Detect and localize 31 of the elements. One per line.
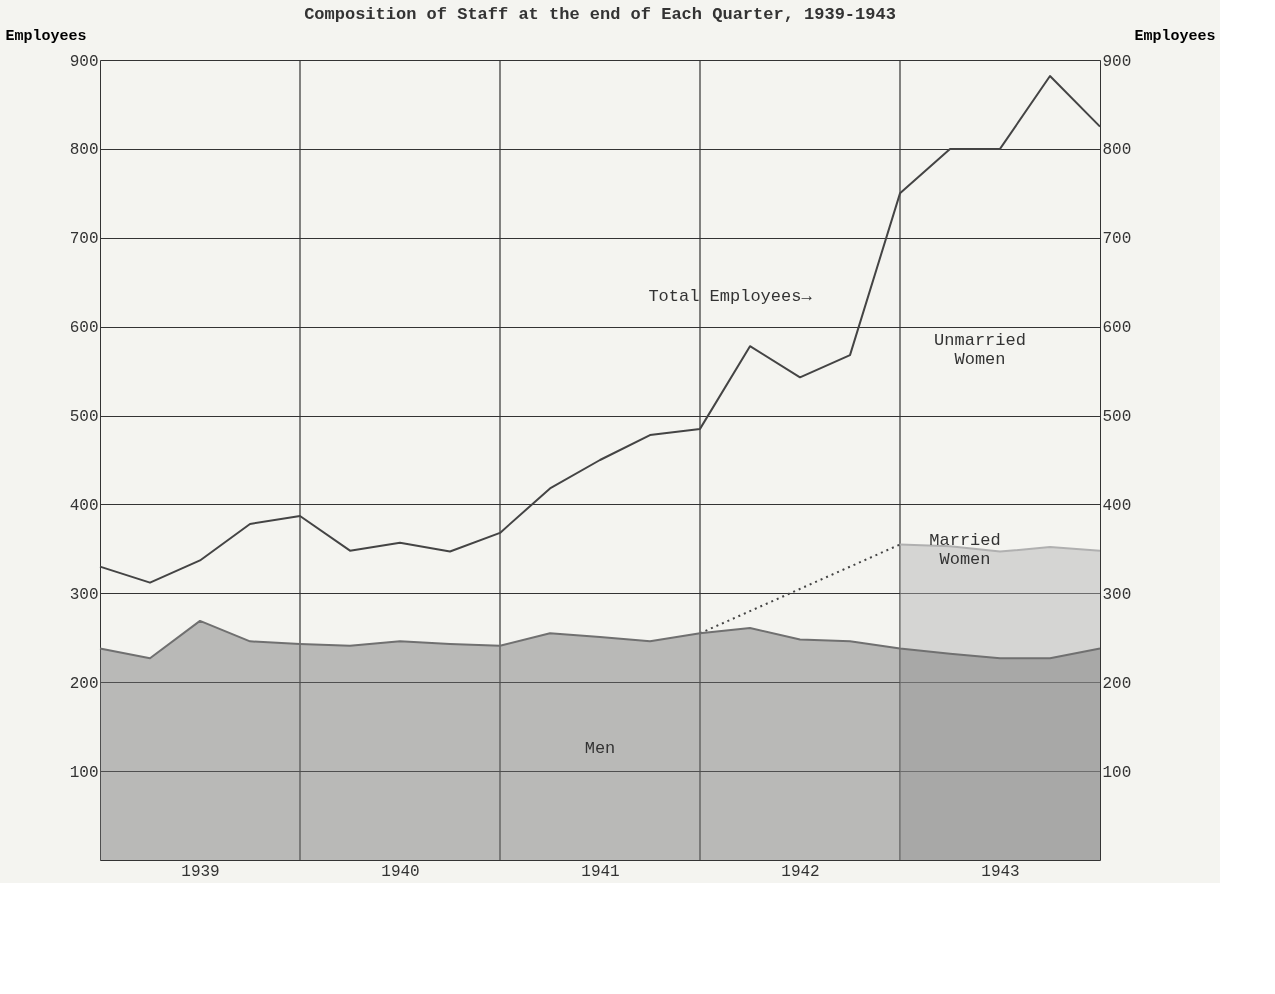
y2-tick-label: 800 xyxy=(1102,141,1132,160)
y-tick-label: 400 xyxy=(69,496,99,515)
annotation: Total Employees→ xyxy=(648,287,813,306)
x-tick-label: 1942 xyxy=(781,862,820,881)
y-tick-label: 300 xyxy=(69,585,99,604)
annotation: Unmarried Women xyxy=(934,331,1026,369)
y2-tick-label: 500 xyxy=(1102,408,1132,427)
annotation: Married Women xyxy=(929,531,1001,569)
y2-tick-label: 700 xyxy=(1102,230,1132,249)
y-tick-label: 500 xyxy=(69,408,99,427)
annotation: Men xyxy=(584,739,616,758)
x-tick-label: 1941 xyxy=(581,862,620,881)
x-tick-label: 1939 xyxy=(181,862,220,881)
y-tick-label: 100 xyxy=(69,763,99,782)
y-tick-label: 200 xyxy=(69,674,99,693)
y-axis-title: Employees xyxy=(5,27,87,45)
x-tick-label: 1940 xyxy=(381,862,420,881)
y2-tick-label: 100 xyxy=(1102,763,1132,782)
y-tick-label: 600 xyxy=(69,319,99,338)
chart-title: Composition of Staff at the end of Each Quarter, 1939-1943 xyxy=(304,5,896,24)
y-tick-label: 800 xyxy=(69,141,99,160)
y2-axis-title: Employees xyxy=(1134,27,1216,45)
y2-tick-label: 600 xyxy=(1102,319,1132,338)
y2-tick-label: 200 xyxy=(1102,674,1132,693)
x-tick-label: 1943 xyxy=(981,862,1020,881)
y2-tick-label: 300 xyxy=(1102,585,1132,604)
y-tick-label: 700 xyxy=(69,230,99,249)
y2-tick-label: 900 xyxy=(1102,52,1132,71)
line-series xyxy=(99,75,1101,584)
y-tick-label: 900 xyxy=(69,52,99,71)
y2-tick-label: 400 xyxy=(1102,496,1132,515)
